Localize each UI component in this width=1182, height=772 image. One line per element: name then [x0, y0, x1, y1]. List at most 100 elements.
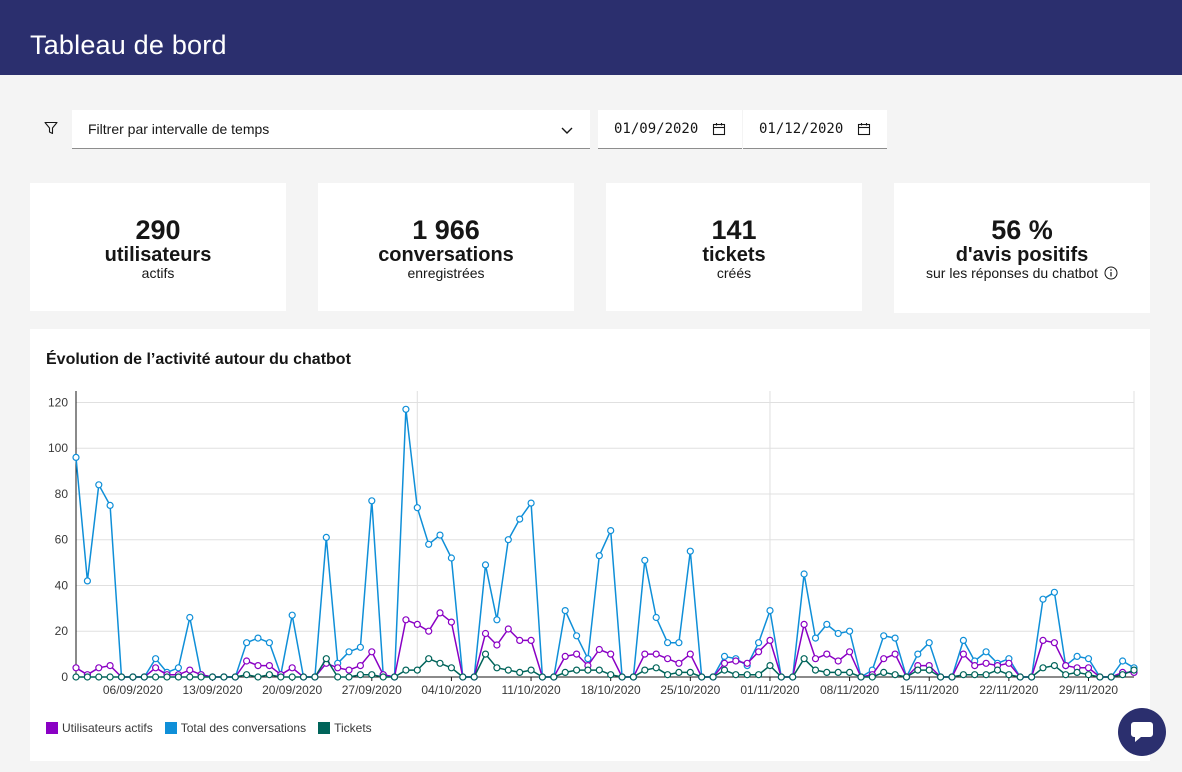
- data-point-users: [106, 662, 114, 670]
- data-point-conversations: [72, 453, 80, 461]
- data-point-conversations: [151, 655, 160, 663]
- end-date-input[interactable]: 01/12/2020: [743, 110, 887, 149]
- kpi-label: d'avis positifs: [955, 244, 1089, 266]
- x-tick-label: 15/11/2020: [900, 683, 959, 697]
- data-point-conversations: [652, 613, 660, 622]
- kpi-label: tickets: [702, 244, 766, 266]
- data-point-tickets: [265, 671, 273, 679]
- data-point-tickets: [117, 673, 126, 681]
- y-tick-label: 0: [61, 670, 68, 684]
- kpi-sublabel: sur les réponses du chatbot: [926, 265, 1098, 281]
- data-point-tickets: [538, 673, 547, 681]
- data-point-conversations: [641, 556, 649, 564]
- data-point-tickets: [459, 673, 467, 681]
- page-title: Tableau de bord: [30, 30, 227, 60]
- data-point-conversations: [572, 632, 581, 640]
- info-icon[interactable]: [1104, 266, 1118, 280]
- data-point-conversations: [1050, 588, 1059, 596]
- data-point-conversations: [83, 577, 92, 585]
- data-point-conversations: [595, 552, 603, 560]
- legend-item-tickets[interactable]: Tickets: [318, 721, 372, 735]
- kpi-sublabel-row: sur les réponses du chatbot: [894, 265, 1150, 281]
- data-point-tickets: [1027, 673, 1036, 681]
- data-point-users: [1062, 662, 1070, 670]
- data-point-users: [186, 666, 194, 674]
- data-point-tickets: [174, 673, 182, 681]
- data-point-users: [720, 659, 729, 667]
- data-point-users: [447, 618, 455, 626]
- data-point-tickets: [299, 673, 308, 681]
- x-tick-label: 27/09/2020: [342, 683, 402, 697]
- kpi-label: utilisateurs: [104, 244, 212, 266]
- data-point-tickets: [595, 666, 603, 674]
- data-point-conversations: [174, 664, 182, 672]
- data-point-users: [891, 650, 899, 658]
- series-line-tickets: [76, 653, 1135, 678]
- data-point-tickets: [572, 666, 581, 674]
- data-point-tickets: [754, 671, 763, 679]
- series-line-users: [75, 612, 1134, 678]
- legend-item-users[interactable]: Utilisateurs actifs: [46, 721, 153, 735]
- data-point-conversations: [880, 632, 888, 640]
- data-point-tickets: [322, 655, 330, 663]
- data-point-users: [663, 655, 672, 663]
- data-point-conversations: [368, 497, 376, 505]
- kpi-number: 141: [711, 215, 757, 245]
- data-point-tickets: [732, 671, 740, 679]
- chat-launcher-button[interactable]: [1118, 708, 1166, 756]
- data-point-conversations: [425, 540, 433, 548]
- start-date-value: 01/09/2020: [614, 121, 699, 137]
- data-point-users: [652, 650, 660, 658]
- data-point-users: [516, 636, 524, 644]
- data-point-users: [151, 664, 160, 672]
- data-point-users: [971, 662, 979, 670]
- data-point-tickets: [925, 666, 933, 674]
- data-point-tickets: [516, 668, 524, 676]
- data-point-conversations: [891, 634, 899, 642]
- data-point-tickets: [436, 659, 444, 667]
- calendar-icon: [857, 123, 871, 136]
- data-point-tickets: [686, 668, 694, 676]
- data-point-tickets: [72, 673, 80, 681]
- data-point-users: [823, 650, 831, 658]
- x-tick-label: 18/10/2020: [581, 683, 641, 697]
- data-point-users: [607, 650, 615, 658]
- data-point-tickets: [425, 655, 433, 663]
- chevron-down-icon: [561, 127, 573, 134]
- data-point-conversations: [516, 515, 524, 523]
- kpi-number: 56 %: [991, 215, 1053, 245]
- data-point-users: [595, 645, 603, 654]
- x-tick-label: 29/11/2020: [1059, 683, 1118, 697]
- data-point-users: [732, 657, 740, 665]
- data-point-tickets: [675, 668, 683, 676]
- calendar-icon: [712, 123, 726, 136]
- data-point-users: [1039, 636, 1047, 644]
- data-point-tickets: [1130, 666, 1138, 674]
- data-point-users: [345, 666, 353, 674]
- data-point-conversations: [402, 405, 410, 413]
- data-point-tickets: [891, 671, 899, 679]
- x-tick-label: 11/10/2020: [501, 683, 560, 697]
- data-point-users: [959, 650, 968, 658]
- legend-label: Utilisateurs actifs: [62, 721, 153, 735]
- data-point-users: [834, 657, 842, 665]
- data-point-tickets: [1005, 671, 1013, 679]
- data-point-users: [334, 664, 342, 672]
- x-tick-label: 13/09/2020: [182, 683, 242, 697]
- data-point-tickets: [129, 673, 137, 681]
- start-date-input[interactable]: 01/09/2020: [598, 110, 742, 149]
- data-point-users: [754, 648, 763, 656]
- y-tick-label: 120: [48, 395, 68, 409]
- data-point-conversations: [720, 652, 729, 660]
- time-interval-select[interactable]: Filtrer par intervalle de temps: [72, 110, 590, 149]
- data-point-conversations: [322, 533, 330, 541]
- data-point-tickets: [652, 664, 660, 672]
- data-point-tickets: [208, 673, 217, 681]
- legend-label: Total des conversations: [180, 721, 307, 735]
- y-tick-label: 100: [48, 441, 68, 455]
- series-line-conversations: [75, 408, 1135, 678]
- data-point-tickets: [902, 673, 911, 681]
- data-point-conversations: [265, 639, 273, 647]
- data-point-users: [481, 629, 490, 638]
- legend-item-conversations[interactable]: Total des conversations: [164, 721, 307, 735]
